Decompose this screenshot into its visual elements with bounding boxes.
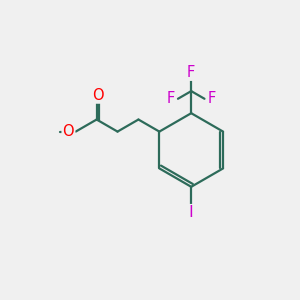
Text: F: F bbox=[208, 91, 216, 106]
Text: O: O bbox=[92, 88, 103, 103]
Text: I: I bbox=[189, 205, 194, 220]
Text: F: F bbox=[166, 91, 174, 106]
Text: F: F bbox=[187, 65, 195, 80]
Text: O: O bbox=[63, 124, 74, 139]
